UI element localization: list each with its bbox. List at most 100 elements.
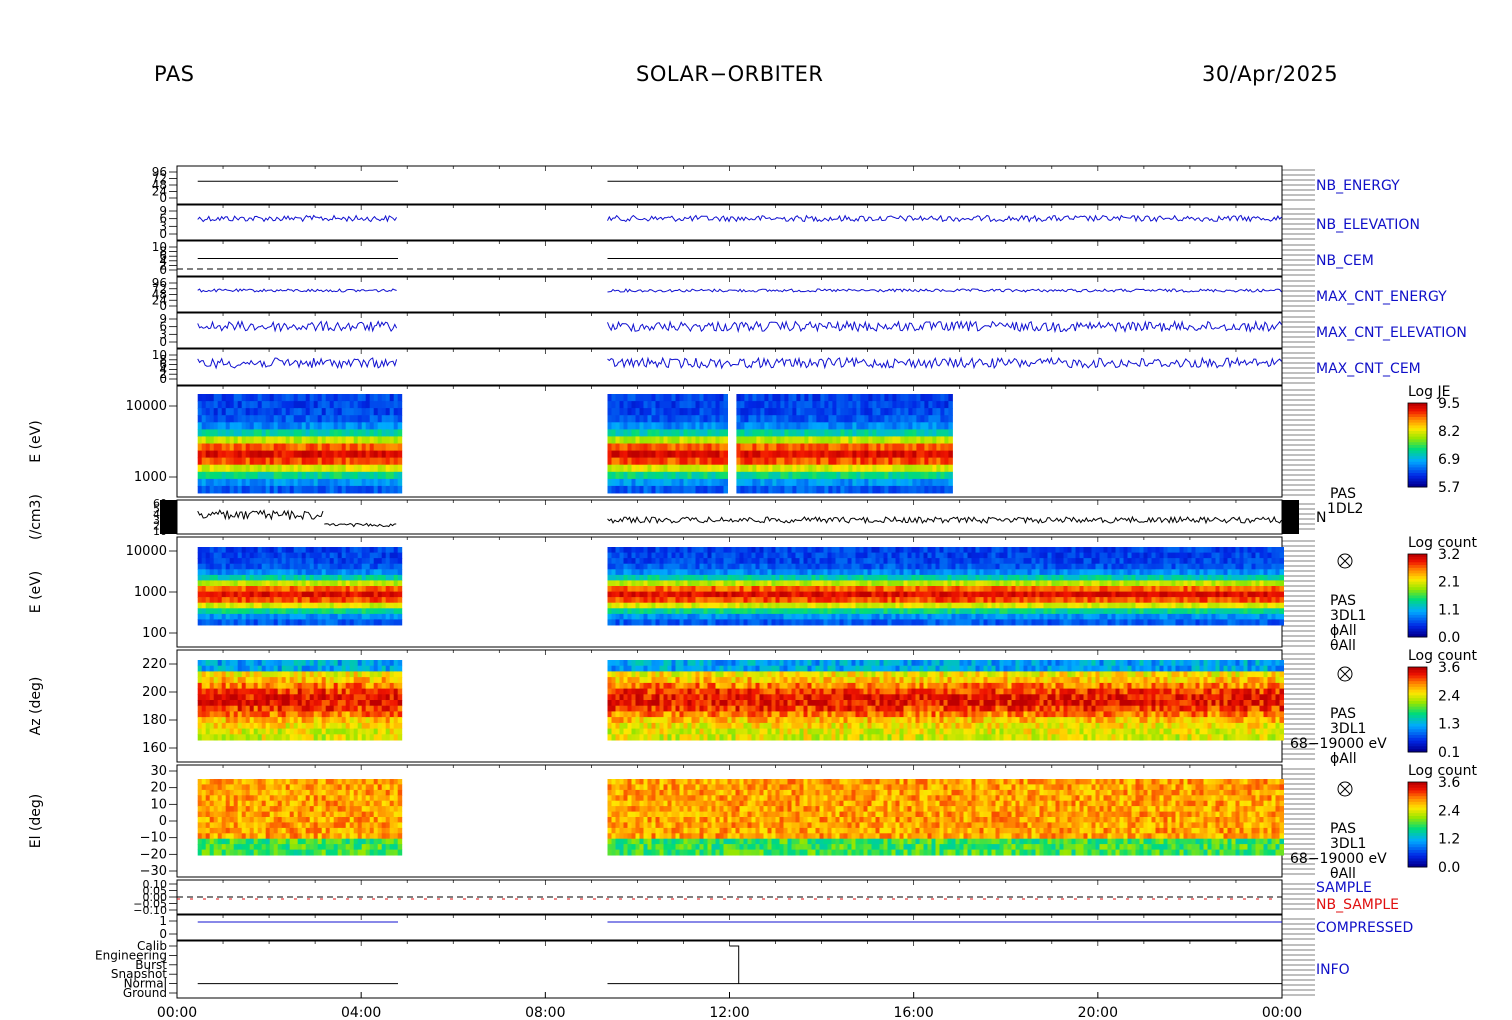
spectro-cell — [852, 422, 857, 430]
spectro-cell — [623, 586, 628, 593]
spectro-cell — [269, 464, 275, 473]
spectro-cell — [277, 394, 283, 402]
spectro-cell — [611, 443, 616, 452]
spectro-cell — [832, 436, 837, 444]
spectro-cell — [317, 569, 323, 576]
spectro-cell — [369, 574, 375, 581]
spectro-cell — [201, 436, 207, 444]
spectro-cell — [365, 422, 371, 430]
spectro-cell — [823, 602, 828, 609]
spectro-cell — [651, 574, 656, 581]
spectro-cell — [915, 586, 920, 593]
spectro-cell — [683, 408, 688, 416]
colorbar-cell — [1408, 484, 1427, 488]
spectro-cell — [767, 586, 772, 593]
spectro-cell — [1035, 613, 1040, 620]
spectro-cell — [667, 471, 672, 480]
spectro-cell — [623, 574, 628, 581]
spectro-cell — [995, 558, 1000, 565]
spectro-cell — [241, 408, 247, 416]
spectro-cell — [381, 613, 387, 620]
spectro-cell — [924, 464, 929, 473]
spectro-cell — [928, 394, 933, 402]
spectro-cell — [675, 422, 680, 430]
spectro-cell — [361, 478, 367, 487]
spectro-cell — [928, 422, 933, 430]
spectro-cell — [888, 443, 893, 452]
spectro-cell — [349, 547, 355, 554]
spectro-cell — [868, 485, 873, 494]
spectro-cell — [317, 613, 323, 620]
spectro-cell — [1079, 591, 1084, 598]
spectro-cell — [607, 608, 612, 615]
spectro-cell — [357, 552, 363, 559]
spectro-cell — [301, 422, 307, 430]
spectro-cell — [1015, 597, 1020, 604]
spectro-cell — [967, 591, 972, 598]
spectro-cell — [249, 485, 255, 494]
spectro-cell — [780, 436, 785, 444]
spectro-cell — [871, 613, 876, 620]
spectro-cell — [779, 602, 784, 609]
spectro-cell — [971, 563, 976, 570]
spectro-cell — [1095, 619, 1100, 626]
spectro-cell — [1075, 574, 1080, 581]
spectro-cell — [695, 547, 700, 554]
spectro-cell — [844, 457, 849, 466]
spectro-cell — [679, 394, 684, 402]
spectro-cell — [321, 552, 327, 559]
spectro-cell — [824, 457, 829, 466]
spectro-cell — [815, 613, 820, 620]
spectro-cell — [257, 619, 263, 626]
spectro-cell — [619, 422, 624, 430]
spectro-cell — [847, 591, 852, 598]
spectro-cell — [197, 408, 203, 416]
spectro-cell — [611, 429, 616, 437]
spectro-cell — [249, 464, 255, 473]
spectro-cell — [393, 464, 399, 473]
spectro-cell — [233, 608, 239, 615]
spectro-cell — [799, 597, 804, 604]
spectro-cell — [683, 415, 688, 423]
spectro-cell — [727, 563, 732, 570]
spectro-cell — [675, 429, 680, 437]
spectro-cell — [257, 415, 263, 423]
spectro-cell — [365, 394, 371, 402]
spectro-cell — [345, 547, 351, 554]
spectro-cell — [771, 602, 776, 609]
spectro-cell — [1115, 580, 1120, 587]
spectro-cell — [967, 580, 972, 587]
spectro-cell — [1063, 597, 1068, 604]
spectro-cell — [627, 558, 632, 565]
spectro-cell — [361, 602, 367, 609]
spectro-cell — [911, 591, 916, 598]
spectro-cell — [353, 558, 359, 565]
spectro-cell — [808, 429, 813, 437]
spectro-cell — [285, 443, 291, 452]
spectro-cell — [647, 394, 652, 402]
spectro-cell — [691, 394, 696, 402]
spectro-cell — [828, 457, 833, 466]
spectro-cell — [305, 485, 311, 494]
spectro-cell — [860, 478, 865, 487]
spectro-cell — [317, 464, 323, 473]
spectro-cell — [807, 574, 812, 581]
spectro-cell — [1135, 602, 1140, 609]
spectro-cell — [1139, 563, 1144, 570]
spectro-cell — [963, 547, 968, 554]
spectro-cell — [843, 602, 848, 609]
spectro-cell — [365, 401, 371, 409]
spectro-cell — [919, 574, 924, 581]
spectro-cell — [723, 569, 728, 576]
spectro-cell — [1063, 547, 1068, 554]
spectro-cell — [731, 608, 736, 615]
spectro-cell — [241, 602, 247, 609]
spectro-cell — [687, 580, 692, 587]
spectro-cell — [313, 443, 319, 452]
spectro-cell — [611, 464, 616, 473]
spectro-cell — [607, 613, 612, 620]
spectro-cell — [967, 547, 972, 554]
spectro-cell — [229, 547, 235, 554]
spectro-cell — [931, 613, 936, 620]
spectro-cell — [1023, 558, 1028, 565]
